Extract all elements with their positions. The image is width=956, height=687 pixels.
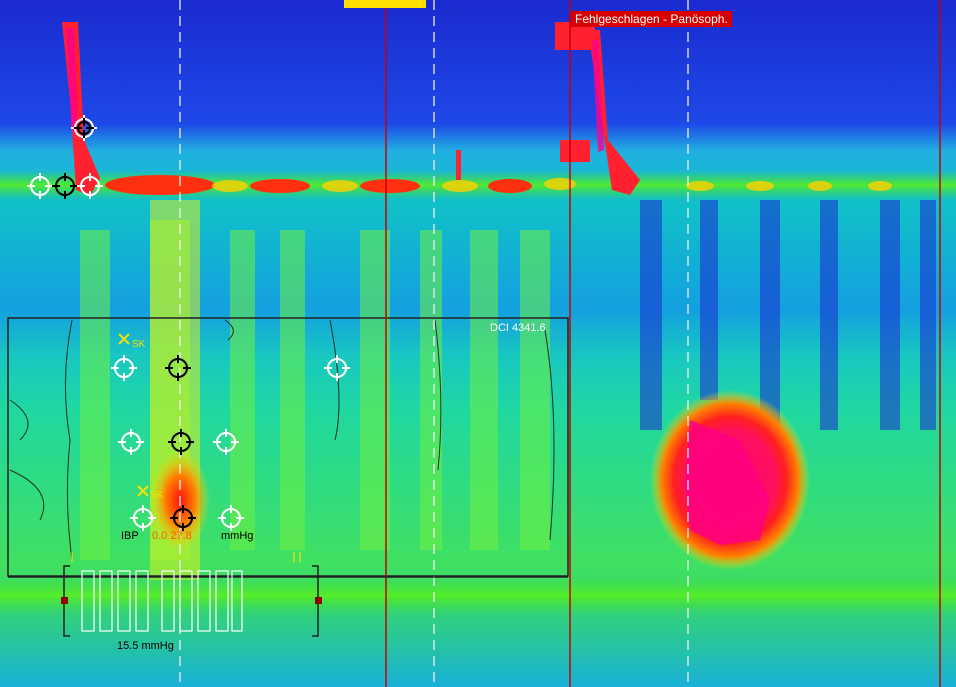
top-marker	[344, 0, 426, 8]
failure-status-badge: Fehlgeschlagen - Panösoph.	[571, 11, 732, 27]
ibp-value: 0.0 27.8	[152, 530, 192, 542]
dci-value-label: DCI 4341.6	[490, 322, 546, 334]
marker-label: SK	[150, 490, 163, 501]
ibp-label: IBP	[121, 530, 139, 542]
les-pressure-label: 15.5 mmHg	[117, 640, 174, 652]
ibp-unit: mmHg	[221, 530, 253, 542]
marker-label: SK	[132, 339, 145, 350]
